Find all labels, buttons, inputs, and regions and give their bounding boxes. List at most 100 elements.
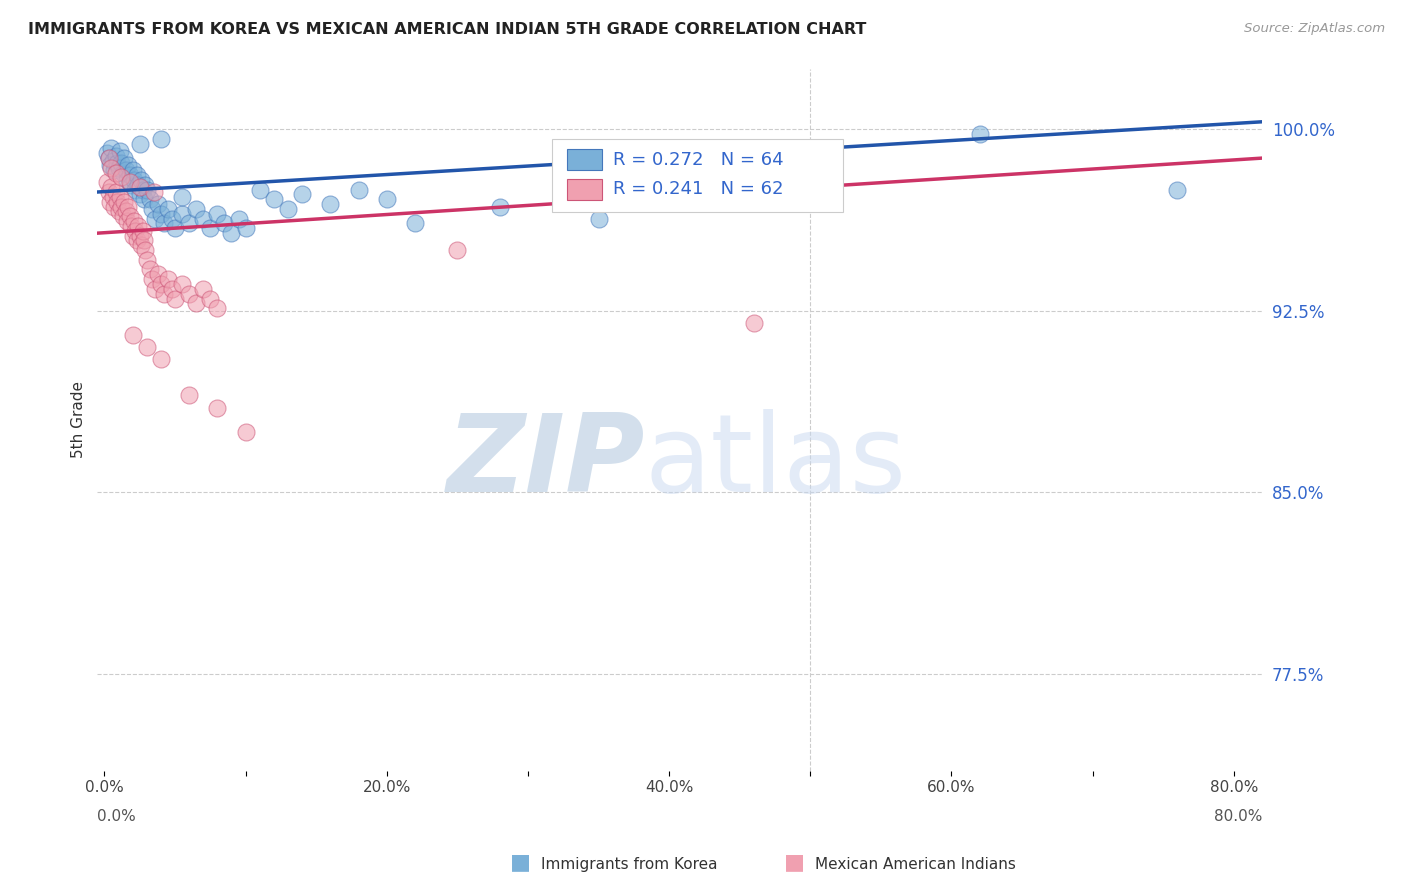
Point — [110, 170, 132, 185]
Point — [107, 204, 129, 219]
Point — [132, 192, 155, 206]
Point — [134, 178, 156, 192]
Y-axis label: 5th Grade: 5th Grade — [72, 381, 86, 458]
Point — [112, 151, 135, 165]
Text: R = 0.241   N = 62: R = 0.241 N = 62 — [613, 180, 783, 198]
Point — [228, 211, 250, 226]
Point — [117, 200, 139, 214]
Point — [207, 301, 229, 316]
Point — [104, 149, 127, 163]
Point — [160, 282, 183, 296]
Text: ■: ■ — [510, 853, 530, 872]
Text: Mexican American Indians: Mexican American Indians — [815, 857, 1017, 872]
Point — [152, 217, 174, 231]
Point — [263, 192, 285, 206]
Point — [207, 401, 229, 415]
Point — [97, 151, 120, 165]
Point — [121, 228, 143, 243]
Point — [122, 214, 145, 228]
Point — [103, 163, 125, 178]
Point — [111, 209, 134, 223]
Point — [588, 211, 610, 226]
Point — [163, 221, 186, 235]
Point — [221, 226, 243, 240]
Point — [120, 219, 142, 233]
Point — [129, 173, 152, 187]
Point — [235, 221, 257, 235]
Text: Immigrants from Korea: Immigrants from Korea — [541, 857, 718, 872]
Point — [249, 183, 271, 197]
Point — [104, 185, 127, 199]
Point — [105, 156, 128, 170]
Point — [118, 175, 141, 189]
FancyBboxPatch shape — [551, 139, 842, 212]
Text: 80.0%: 80.0% — [1213, 809, 1263, 824]
Point — [149, 132, 172, 146]
Point — [100, 141, 122, 155]
Text: atlas: atlas — [645, 409, 907, 515]
Point — [1166, 183, 1188, 197]
Point — [186, 296, 208, 310]
Point — [969, 127, 991, 141]
Point — [138, 192, 160, 206]
Point — [134, 243, 156, 257]
Point — [235, 425, 257, 439]
Point — [104, 166, 127, 180]
Point — [488, 200, 510, 214]
Point — [742, 316, 765, 330]
Point — [214, 217, 236, 231]
Point — [118, 209, 141, 223]
Point — [375, 192, 398, 206]
Point — [179, 388, 201, 402]
Point — [404, 217, 426, 231]
Point — [125, 168, 148, 182]
Point — [103, 200, 125, 214]
Point — [115, 173, 138, 187]
Point — [128, 228, 150, 243]
Point — [143, 282, 166, 296]
Text: R = 0.272   N = 64: R = 0.272 N = 64 — [613, 151, 785, 169]
Point — [146, 197, 169, 211]
Point — [96, 175, 118, 189]
Point — [347, 183, 370, 197]
Point — [156, 272, 179, 286]
Text: 0.0%: 0.0% — [97, 809, 136, 824]
Point — [98, 194, 121, 209]
Point — [200, 221, 222, 235]
Point — [100, 161, 122, 175]
Point — [129, 238, 152, 252]
Point — [135, 340, 157, 354]
Point — [135, 252, 157, 267]
Point — [128, 180, 150, 194]
Point — [97, 151, 120, 165]
Point — [132, 234, 155, 248]
Point — [146, 268, 169, 282]
Point — [179, 286, 201, 301]
Point — [114, 204, 136, 219]
Point — [141, 272, 163, 286]
FancyBboxPatch shape — [567, 149, 602, 170]
Point — [319, 197, 342, 211]
Point — [131, 224, 153, 238]
Point — [128, 136, 150, 151]
Point — [291, 187, 314, 202]
Point — [121, 327, 143, 342]
Point — [131, 183, 153, 197]
Point — [138, 262, 160, 277]
Point — [141, 202, 163, 216]
Point — [149, 207, 172, 221]
Point — [156, 202, 179, 216]
Point — [108, 144, 131, 158]
Point — [100, 180, 122, 194]
Point — [193, 282, 215, 296]
Point — [98, 158, 121, 172]
Point — [170, 190, 193, 204]
Point — [127, 178, 149, 192]
Point — [124, 183, 146, 197]
Point — [127, 219, 149, 233]
FancyBboxPatch shape — [567, 178, 602, 200]
Point — [105, 194, 128, 209]
Point — [124, 224, 146, 238]
Point — [122, 173, 145, 187]
Point — [120, 178, 142, 192]
